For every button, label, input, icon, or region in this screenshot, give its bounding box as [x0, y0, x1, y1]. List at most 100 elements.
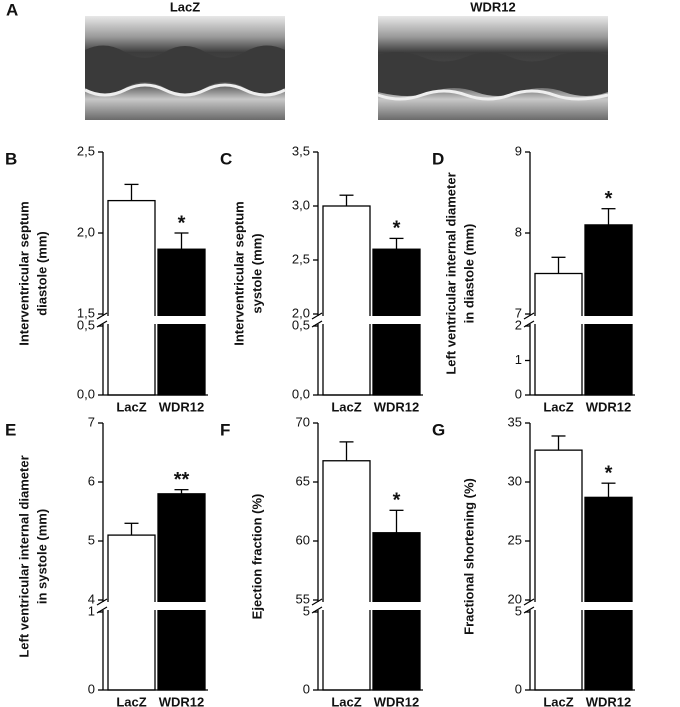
- y-axis-label: diastole (mm): [34, 231, 49, 316]
- y-axis-label: Left ventricular internal diameter: [16, 455, 31, 657]
- category-label: WDR12: [586, 399, 632, 414]
- panel-letter: F: [220, 420, 230, 439]
- y-tick-label: 70: [296, 414, 310, 429]
- break-mark: [523, 606, 535, 614]
- y-tick-label: 3,5: [292, 143, 310, 158]
- category-label: WDR12: [159, 694, 205, 707]
- error-bar: [339, 194, 354, 206]
- error-bar: [389, 509, 404, 533]
- category-label: LacZ: [543, 399, 573, 414]
- error-bar: [124, 183, 139, 201]
- break-mark: [523, 312, 535, 320]
- significance: **: [174, 469, 190, 491]
- bar: [534, 449, 583, 691]
- break-mark: [96, 312, 108, 320]
- bar: [584, 496, 633, 691]
- y-tick-label: 4: [88, 591, 95, 606]
- echo-image: [84, 16, 286, 120]
- category-label: LacZ: [116, 694, 146, 707]
- y-tick-label: 0,5: [292, 317, 310, 332]
- bar: [157, 493, 206, 691]
- significance: *: [393, 490, 401, 512]
- y-tick-label: 5: [515, 603, 522, 618]
- y-tick-label: 2,0: [77, 224, 95, 239]
- y-tick-label: 5: [88, 532, 95, 547]
- y-tick-label: 20: [508, 591, 522, 606]
- y-axis-label: in diastole (mm): [461, 224, 476, 324]
- bar: [584, 224, 633, 396]
- break-mark: [96, 320, 108, 328]
- axis-break: [522, 602, 636, 610]
- error-bar: [551, 435, 566, 451]
- axis-break: [310, 602, 424, 610]
- y-tick-label: 0: [515, 681, 522, 696]
- y-tick-label: 0: [88, 681, 95, 696]
- y-axis-label: in systole (mm): [34, 509, 49, 604]
- y-tick-label: 2,5: [77, 143, 95, 158]
- category-label: WDR12: [374, 694, 420, 707]
- bar: [322, 460, 371, 691]
- y-tick-label: 0,0: [77, 386, 95, 401]
- y-tick-label: 9: [515, 143, 522, 158]
- category-label: WDR12: [586, 694, 632, 707]
- y-tick-label: 1,5: [77, 305, 95, 320]
- echo-image: [377, 16, 609, 120]
- break-mark: [523, 598, 535, 606]
- error-bar: [339, 441, 354, 461]
- panel-letter: D: [432, 149, 444, 168]
- error-bar: [601, 208, 616, 225]
- y-axis-label: Ejection fraction (%): [249, 494, 264, 620]
- y-tick-label: 7: [515, 305, 522, 320]
- y-tick-label: 0,5: [77, 317, 95, 332]
- y-tick-label: 55: [296, 591, 310, 606]
- error-bar: [174, 232, 189, 250]
- break-mark: [311, 606, 323, 614]
- bar: [107, 199, 156, 396]
- axis-break: [95, 602, 209, 610]
- error-bar: [551, 256, 566, 274]
- y-axis-label: Fractional shortening (%): [461, 478, 476, 635]
- y-tick-label: 30: [508, 473, 522, 488]
- category-label: LacZ: [331, 694, 361, 707]
- y-tick-label: 35: [508, 414, 522, 429]
- error-bar: [174, 489, 189, 494]
- panel-letter: C: [220, 149, 232, 168]
- panel-letter: G: [432, 420, 445, 439]
- category-label: LacZ: [331, 399, 361, 414]
- break-mark: [96, 606, 108, 614]
- panel-letter: B: [5, 149, 17, 168]
- y-tick-label: 6: [88, 473, 95, 488]
- y-tick-label: 2,0: [292, 305, 310, 320]
- y-axis-label: Interventricular septum: [231, 201, 246, 346]
- error-bar: [124, 522, 139, 536]
- y-tick-label: 2,5: [292, 251, 310, 266]
- significance: *: [605, 462, 613, 484]
- y-tick-label: 1: [515, 352, 522, 367]
- break-mark: [311, 598, 323, 606]
- category-label: LacZ: [116, 399, 146, 414]
- break-mark: [311, 312, 323, 320]
- image-caption: LacZ: [170, 0, 200, 14]
- panel-letter: E: [5, 420, 16, 439]
- image-caption: WDR12: [470, 0, 516, 14]
- category-label: LacZ: [543, 694, 573, 707]
- bar: [372, 532, 421, 691]
- y-tick-label: 0: [515, 386, 522, 401]
- panel-letter: A: [6, 0, 18, 19]
- y-tick-label: 7: [88, 414, 95, 429]
- significance: *: [393, 218, 401, 240]
- y-tick-label: 25: [508, 532, 522, 547]
- error-bar: [389, 237, 404, 250]
- y-tick-label: 2: [515, 317, 522, 332]
- axis-break: [95, 316, 209, 324]
- y-tick-label: 3,0: [292, 197, 310, 212]
- category-label: WDR12: [159, 399, 205, 414]
- y-tick-label: 60: [296, 532, 310, 547]
- significance: *: [605, 188, 613, 210]
- bar: [107, 534, 156, 691]
- bar: [534, 272, 583, 396]
- break-mark: [311, 320, 323, 328]
- axis-break: [522, 316, 636, 324]
